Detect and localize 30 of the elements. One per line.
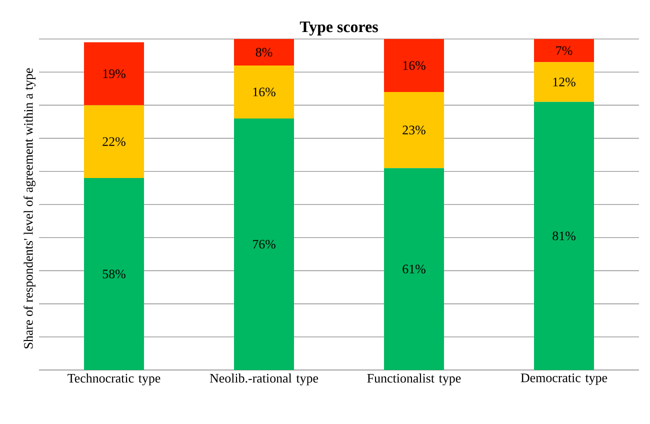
bar xyxy=(84,105,144,178)
bar xyxy=(534,38,594,62)
data-label: 23% xyxy=(402,126,426,134)
data-label: 81% xyxy=(552,232,576,240)
data-label: 19% xyxy=(103,69,126,78)
data-label: 12% xyxy=(553,78,576,86)
data-label: 76% xyxy=(252,240,276,249)
bar xyxy=(384,168,444,370)
data-label: 8% xyxy=(256,48,272,57)
bar xyxy=(534,102,594,370)
data-label: 58% xyxy=(102,270,126,278)
x-tick-label: Technocratic type xyxy=(68,374,160,386)
bar xyxy=(234,65,294,118)
y-axis-title: Share of respondents' level of agreement within a type xyxy=(24,68,36,348)
x-tick-label: Neolib.-rational type xyxy=(210,374,318,386)
bar xyxy=(84,178,144,370)
bar xyxy=(534,62,594,102)
data-label: 7% xyxy=(556,46,572,55)
bar xyxy=(234,118,294,370)
data-label: 16% xyxy=(253,88,276,96)
data-label: 61% xyxy=(402,264,426,274)
chart-title: Type scores xyxy=(300,22,378,36)
data-label: 16% xyxy=(403,61,426,70)
bar xyxy=(84,42,144,106)
bar xyxy=(384,92,444,168)
bar xyxy=(234,38,294,66)
x-tick-label: Functionalist type xyxy=(367,374,461,386)
data-label: 22% xyxy=(102,137,126,146)
x-tick-label: Democratic type xyxy=(520,374,608,385)
bar xyxy=(384,38,444,92)
